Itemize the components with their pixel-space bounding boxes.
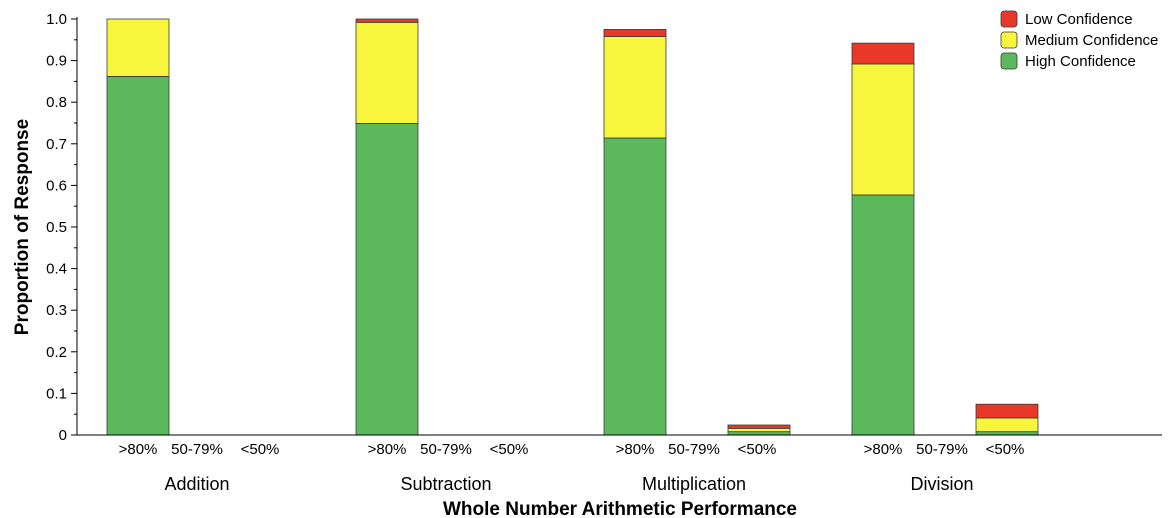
legend-label-medium-confidence: Medium Confidence: [1025, 32, 1158, 49]
x-tick-label: <50%: [986, 441, 1025, 458]
bar-segment-low-confidence: [727, 424, 791, 429]
legend-label-high-confidence: High Confidence: [1025, 53, 1136, 70]
y-tick-label: 0.3: [46, 302, 67, 319]
bar-segment-medium-confidence: [603, 36, 667, 139]
y-tick-label: 0.4: [46, 261, 67, 278]
bar-segment-medium-confidence: [106, 18, 170, 77]
bar-segment-low-confidence: [603, 28, 667, 37]
y-tick-label: 0.1: [46, 385, 67, 402]
group-label: Multiplication: [642, 474, 746, 494]
bar-segment-low-confidence: [851, 42, 915, 65]
legend-swatch-medium-confidence: [1000, 31, 1018, 49]
x-tick-label: <50%: [738, 441, 777, 458]
x-tick-label: >80%: [864, 441, 903, 458]
bar-segment-high-confidence: [106, 76, 170, 436]
axes-layer: >80% 50-79% <50% Addition >80% 50-79% <50% Subt…: [46, 11, 1162, 494]
x-tick-label: 50-79%: [420, 441, 472, 458]
legend-label-low-confidence: Low Confidence: [1025, 11, 1133, 28]
y-axis-title: Proportion of Response: [12, 119, 33, 335]
x-tick-label: >80%: [616, 441, 655, 458]
y-tick-label: 0.6: [46, 177, 67, 194]
bar-segment-medium-confidence: [727, 427, 791, 433]
legend-swatch-low-confidence: [1000, 10, 1018, 28]
y-tick-label: 0.8: [46, 94, 67, 111]
y-tick-label: 0.7: [46, 136, 67, 153]
y-tick-label: 0: [59, 427, 67, 444]
bar-segment-high-confidence: [355, 123, 419, 436]
x-tick-label: >80%: [368, 441, 407, 458]
group-label: Subtraction: [400, 474, 491, 494]
x-axis-title: Whole Number Arithmetic Performance: [443, 499, 797, 518]
bar-segment-high-confidence: [851, 194, 915, 436]
x-tick-label: 50-79%: [916, 441, 968, 458]
x-tick-label: <50%: [241, 441, 280, 458]
x-tick-label: <50%: [490, 441, 529, 458]
y-tick-label: 0.9: [46, 53, 67, 70]
legend: Low Confidence Medium Confidence High Conf…: [1000, 10, 1158, 70]
x-tick-label: 50-79%: [668, 441, 720, 458]
y-tick-label: 0.5: [46, 219, 67, 236]
bar-segment-low-confidence: [975, 403, 1039, 419]
y-tick-label: 1.0: [46, 11, 67, 28]
x-tick-label: 50-79%: [171, 441, 223, 458]
bar-segment-medium-confidence: [975, 417, 1039, 433]
bars-layer: [106, 18, 1039, 436]
group-label: Division: [910, 474, 973, 494]
x-tick-label: >80%: [119, 441, 158, 458]
y-tick-label: 0.2: [46, 344, 67, 361]
bar-segment-medium-confidence: [355, 21, 419, 124]
legend-swatch-high-confidence: [1000, 52, 1018, 70]
bar-segment-low-confidence: [355, 18, 419, 23]
bar-segment-high-confidence: [603, 137, 667, 436]
bar-segment-medium-confidence: [851, 63, 915, 196]
group-label: Addition: [164, 474, 229, 494]
